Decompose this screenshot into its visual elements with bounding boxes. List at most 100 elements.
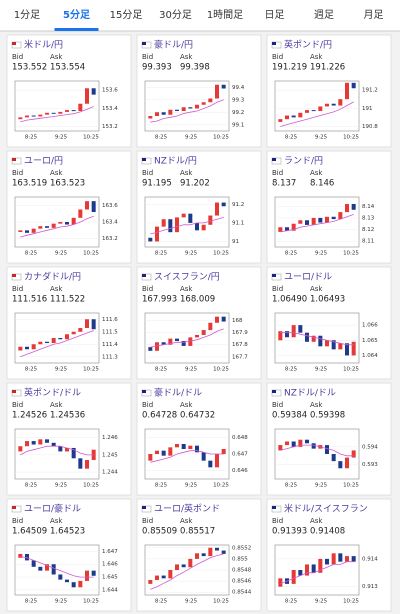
candle [318, 106, 323, 111]
flag-mark [142, 158, 146, 161]
candle [25, 230, 29, 233]
candle [175, 217, 179, 233]
candle [291, 325, 296, 338]
candle [161, 112, 166, 115]
x-tick-label: 8:25 [155, 135, 168, 141]
y-tick-label: 1.644 [102, 587, 118, 593]
tab[interactable]: 15分足 [110, 9, 143, 21]
ask-label: Ask [310, 401, 323, 409]
candle [175, 564, 179, 570]
y-tick-label: 91.2 [232, 202, 244, 208]
x-tick-label: 8:25 [285, 367, 298, 373]
candle [331, 454, 336, 462]
candle [91, 570, 96, 576]
candle [51, 223, 56, 228]
bid-label: Bid [142, 401, 153, 409]
candle [305, 564, 309, 576]
candle [168, 447, 173, 456]
candle [45, 226, 49, 228]
candle [58, 574, 63, 580]
ask-value: 99.398 [180, 63, 210, 73]
bid-label: Bid [272, 285, 283, 293]
candle [71, 447, 76, 459]
candle [31, 560, 36, 567]
candle [148, 237, 153, 242]
candle [298, 325, 303, 333]
y-tick-label: 91 [232, 239, 239, 245]
candle [215, 316, 219, 323]
y-tick-label: 191.2 [362, 88, 378, 94]
ask-value: 0.59398 [310, 411, 345, 421]
y-tick-label: 111.6 [102, 317, 118, 323]
candle [31, 115, 36, 117]
candle [318, 558, 323, 573]
candle [351, 341, 356, 356]
flag-mark [12, 158, 16, 161]
tab[interactable]: 日足 [265, 9, 285, 21]
candle [338, 99, 343, 106]
x-tick-label: 10:25 [213, 599, 229, 605]
moving-average [150, 553, 224, 590]
bid-value: 0.64728 [142, 411, 177, 421]
candle [181, 213, 186, 218]
x-tick-label: 9:25 [185, 135, 198, 141]
candle [31, 441, 36, 445]
candle [285, 115, 289, 120]
ask-label: Ask [50, 517, 63, 525]
tab[interactable]: 月足 [364, 9, 384, 21]
candle [71, 582, 76, 588]
candle [31, 228, 36, 233]
candle [71, 331, 76, 335]
x-tick-label: 10:25 [213, 135, 229, 141]
candle [58, 222, 63, 224]
moving-average [20, 445, 94, 456]
candle [155, 342, 159, 351]
y-tick-label: 0.8552 [232, 545, 251, 551]
candle [201, 452, 206, 461]
x-tick-label: 10:25 [83, 483, 99, 489]
ask-label: Ask [50, 401, 63, 409]
moving-average [150, 217, 224, 235]
chart-frame [274, 428, 360, 480]
tab-bar [0, 0, 400, 31]
y-tick-label: 0.914 [362, 556, 378, 562]
tab[interactable]: 5分足 [63, 8, 91, 21]
tab[interactable]: 週足 [314, 9, 334, 21]
x-tick-label: 8:25 [285, 135, 298, 141]
moving-average [150, 328, 224, 348]
candle [351, 82, 356, 89]
y-tick-label: 0.593 [362, 462, 378, 468]
ask-label: Ask [180, 401, 193, 409]
pair-name: ユーロ/豪ドル [24, 503, 81, 515]
ask-value: 191.226 [310, 63, 345, 73]
flag-mark [272, 42, 276, 45]
tab[interactable]: 1分足 [14, 9, 40, 21]
candle [58, 111, 63, 114]
tab[interactable]: 30分足 [159, 9, 192, 21]
y-tick-label: 8.13 [362, 215, 375, 221]
ask-label: Ask [50, 53, 63, 61]
candle [161, 219, 166, 227]
candle [18, 553, 23, 558]
ask-label: Ask [50, 169, 63, 177]
x-tick-label: 10:25 [83, 251, 99, 257]
x-tick-label: 10:25 [343, 483, 359, 489]
y-tick-label: 167.8 [232, 342, 248, 348]
x-tick-label: 8:25 [25, 367, 38, 373]
candle [38, 341, 43, 345]
y-tick-label: 153.4 [102, 106, 118, 112]
candle [25, 346, 29, 350]
chart-frame [274, 544, 360, 596]
candle [201, 330, 206, 335]
tab[interactable]: 1時間足 [207, 9, 243, 21]
bid-label: Bid [12, 285, 23, 293]
ask-value: 153.554 [50, 63, 85, 73]
ask-label: Ask [310, 517, 323, 525]
candle [25, 115, 29, 118]
ask-value: 111.522 [50, 295, 85, 305]
y-tick-label: 0.913 [362, 584, 378, 590]
x-tick-label: 8:25 [285, 483, 298, 489]
candle [285, 227, 289, 231]
candle [51, 112, 56, 114]
candle [311, 110, 316, 112]
